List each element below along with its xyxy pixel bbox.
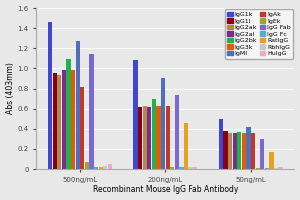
Bar bbox=[251, 133, 255, 169]
Bar bbox=[232, 133, 237, 169]
Bar bbox=[179, 167, 184, 169]
Bar bbox=[166, 106, 170, 169]
Bar bbox=[94, 167, 98, 169]
Bar bbox=[246, 127, 250, 169]
Bar bbox=[76, 41, 80, 169]
Legend: IgG1k, IgG1l, IgG2ak, IgG2al, IgG2bk, IgG3k, IgMl, IgAk, IgEk, IgG Fab, IgG Fc, : IgG1k, IgG1l, IgG2ak, IgG2al, IgG2bk, Ig… bbox=[225, 9, 293, 59]
Bar bbox=[228, 133, 232, 169]
Bar bbox=[188, 167, 193, 169]
Bar bbox=[62, 70, 66, 169]
Bar bbox=[108, 164, 112, 169]
Bar bbox=[260, 139, 264, 169]
Bar bbox=[256, 168, 260, 169]
Bar bbox=[147, 107, 152, 169]
Bar bbox=[98, 167, 103, 169]
Bar bbox=[48, 22, 52, 169]
Bar bbox=[142, 106, 147, 169]
Bar bbox=[265, 168, 269, 169]
Bar bbox=[269, 152, 274, 169]
Bar bbox=[66, 59, 70, 169]
Bar bbox=[89, 54, 94, 169]
Bar bbox=[242, 133, 246, 169]
Bar bbox=[85, 162, 89, 169]
Bar bbox=[80, 87, 84, 169]
Bar bbox=[223, 131, 228, 169]
Bar bbox=[103, 166, 107, 169]
Bar bbox=[156, 106, 161, 169]
Bar bbox=[278, 167, 283, 169]
Bar bbox=[57, 75, 61, 169]
Bar bbox=[134, 60, 138, 169]
Bar bbox=[274, 168, 278, 169]
Bar bbox=[184, 123, 188, 169]
Bar bbox=[237, 132, 242, 169]
Bar bbox=[71, 70, 75, 169]
Bar bbox=[219, 119, 223, 169]
Y-axis label: Abs (403mm): Abs (403mm) bbox=[6, 63, 15, 114]
Bar bbox=[161, 78, 165, 169]
Bar bbox=[52, 73, 57, 169]
X-axis label: Recombinant Mouse IgG Fab Antibody: Recombinant Mouse IgG Fab Antibody bbox=[93, 185, 238, 194]
Bar bbox=[175, 95, 179, 169]
Bar bbox=[170, 167, 174, 169]
Bar bbox=[193, 167, 197, 169]
Bar bbox=[138, 107, 142, 169]
Bar bbox=[152, 99, 156, 169]
